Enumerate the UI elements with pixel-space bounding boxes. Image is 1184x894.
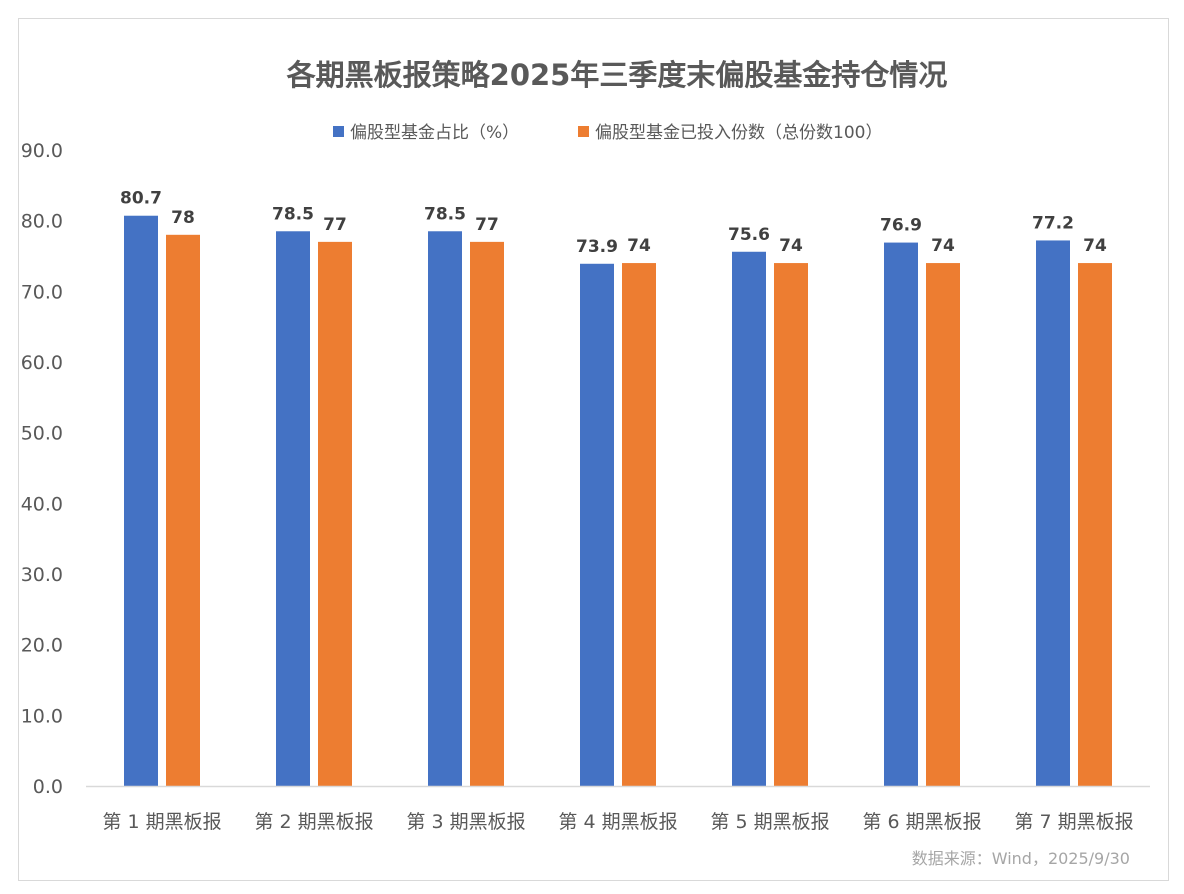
y-tick-label: 50.0 [21, 423, 63, 445]
x-tick-label: 第 4 期黑板报 [558, 811, 677, 833]
data-label: 78 [171, 208, 195, 228]
x-tick-label: 第 7 期黑板报 [1014, 811, 1133, 833]
data-label: 78.5 [424, 204, 466, 224]
y-tick-label: 20.0 [21, 635, 63, 657]
data-label: 77.2 [1032, 213, 1074, 233]
x-tick-label: 第 3 期黑板报 [406, 811, 525, 833]
x-tick-label: 第 5 期黑板报 [710, 811, 829, 833]
bar-fund-shares [926, 263, 960, 787]
y-tick-label: 60.0 [21, 352, 63, 374]
data-label: 74 [1083, 236, 1107, 256]
bar-fund-ratio [732, 251, 766, 786]
data-label: 74 [627, 236, 651, 256]
y-tick-label: 90.0 [21, 140, 63, 162]
source-note: 数据来源：Wind，2025/9/30 [912, 849, 1130, 868]
bar-fund-shares [166, 234, 200, 787]
data-label: 73.9 [576, 237, 618, 257]
bar-fund-shares [1078, 263, 1112, 787]
legend-swatch-orange [578, 126, 589, 137]
x-tick-label: 第 1 期黑板报 [102, 811, 221, 833]
bar-fund-ratio [124, 215, 158, 787]
bar-fund-shares [470, 241, 504, 786]
bar-fund-ratio [1036, 240, 1070, 786]
data-label: 78.5 [272, 204, 314, 224]
bar-fund-shares [318, 241, 352, 786]
data-label: 74 [779, 236, 803, 256]
chart-title: 各期黑板报策略2025年三季度末偏股基金持仓情况 [286, 58, 948, 92]
data-label: 75.6 [728, 225, 770, 245]
bar-fund-ratio [884, 242, 918, 786]
chart-frame [18, 18, 1169, 881]
bar-fund-ratio [428, 231, 462, 786]
bar-fund-shares [774, 263, 808, 787]
data-label: 76.9 [880, 216, 922, 236]
y-tick-label: 30.0 [21, 564, 63, 586]
x-tick-label: 第 2 期黑板报 [254, 811, 373, 833]
bar-fund-ratio [276, 231, 310, 786]
data-label: 74 [931, 236, 955, 256]
data-label: 80.7 [120, 189, 162, 209]
data-label: 77 [475, 215, 499, 235]
y-tick-label: 70.0 [21, 281, 63, 303]
x-tick-label: 第 6 期黑板报 [862, 811, 981, 833]
legend-label-1: 偏股型基金占比（%） [350, 123, 519, 143]
legend-label-2: 偏股型基金已投入份数（总份数100） [595, 123, 882, 143]
y-tick-label: 40.0 [21, 493, 63, 515]
bar-fund-ratio [580, 263, 614, 787]
legend-swatch-blue [333, 126, 344, 137]
data-label: 77 [323, 215, 347, 235]
y-tick-label: 0.0 [33, 776, 63, 798]
bar-fund-shares [622, 263, 656, 787]
legend: 偏股型基金占比（%） 偏股型基金已投入份数（总份数100） [333, 123, 882, 143]
y-tick-label: 80.0 [21, 211, 63, 233]
y-tick-label: 10.0 [21, 705, 63, 727]
